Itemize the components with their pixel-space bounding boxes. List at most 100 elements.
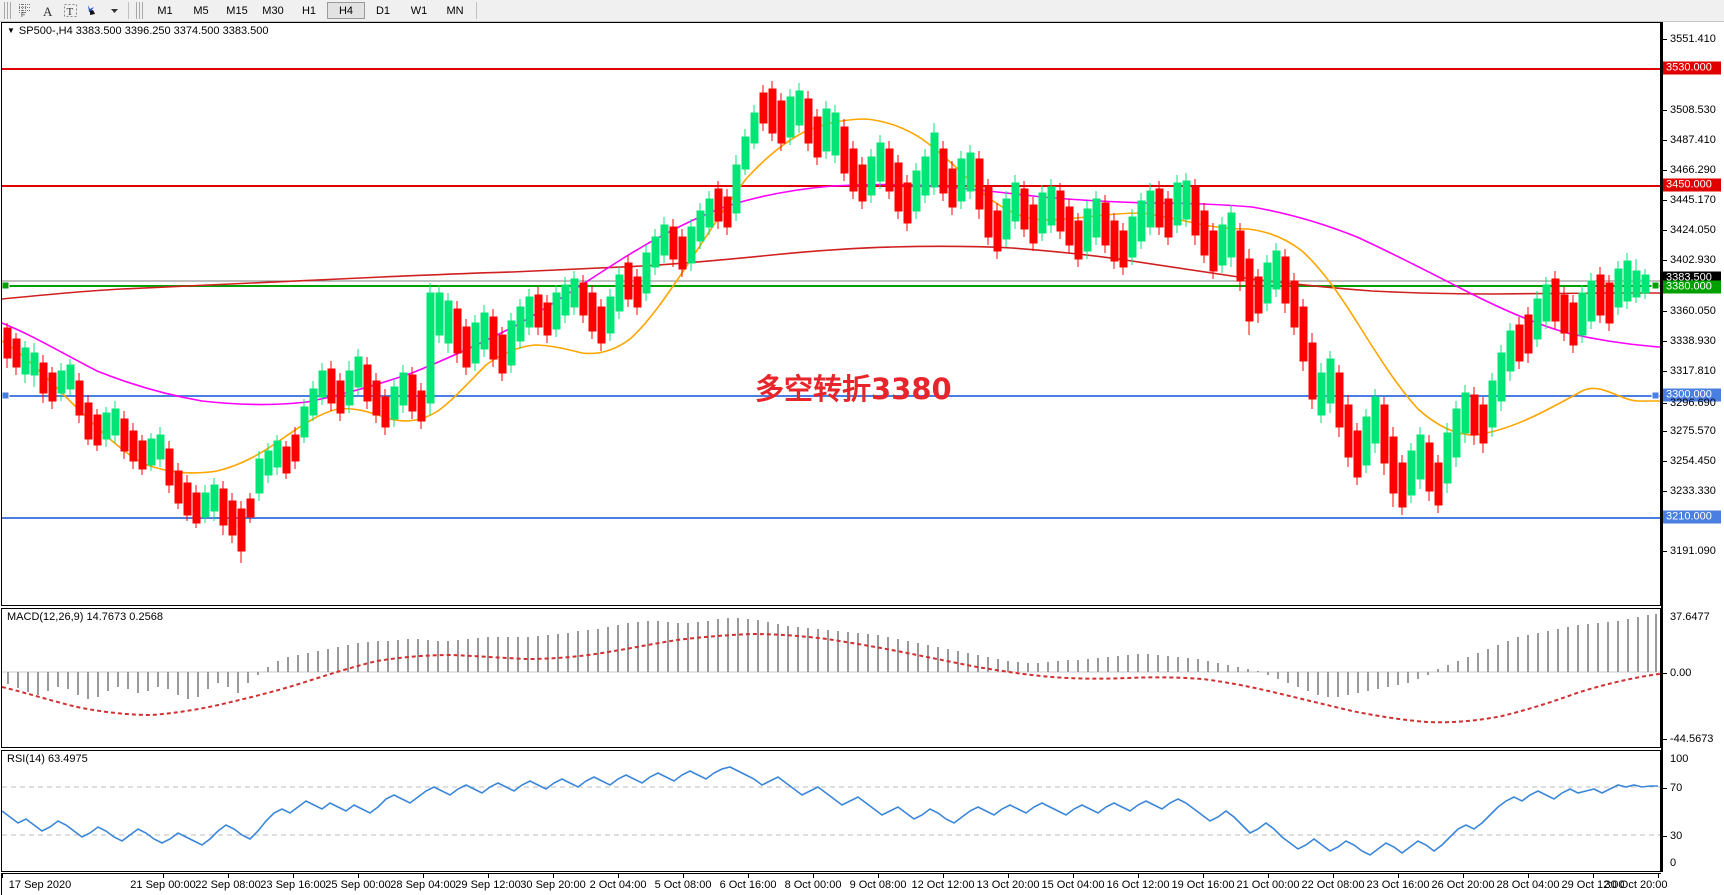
level-3300-anchor <box>1651 391 1660 400</box>
price-level-label-3380[interactable]: 3380.000 <box>1663 280 1721 294</box>
level-3300-anchor-left <box>2 391 10 400</box>
time-label-15: 15 Oct 04:00 <box>1041 879 1105 891</box>
price-tick-3551: 3551.410 <box>1670 33 1716 45</box>
toolbar-separator <box>128 2 129 19</box>
rsi-tick-100: 100 <box>1670 753 1689 765</box>
price-level-label-3450[interactable]: 3450.000 <box>1663 178 1721 192</box>
ma-red <box>2 245 1660 300</box>
time-label-23: 29 Oct 12:00 <box>1561 879 1625 891</box>
macd-chart-svg <box>2 614 1660 724</box>
price-level-label-3530[interactable]: 3530.000 <box>1663 61 1721 75</box>
toolbar-drag-handle[interactable] <box>4 2 11 19</box>
timeframe-m1[interactable]: M1 <box>157 4 173 17</box>
time-label-18: 21 Oct 00:00 <box>1236 879 1300 891</box>
time-label-3: 23 Sep 16:00 <box>260 879 326 891</box>
price-tick-3402: 3402.930 <box>1670 254 1716 266</box>
crosshair-f-icon[interactable]: F <box>15 1 37 20</box>
timeframe-h4[interactable]: H4 <box>327 2 365 19</box>
symbol-ohlc-text: SP500-,H4 3383.500 3396.250 3374.500 338… <box>18 25 269 37</box>
timeframe-d1[interactable]: D1 <box>375 4 391 17</box>
price-tick-3254: 3254.450 <box>1670 455 1716 467</box>
time-label-20: 23 Oct 16:00 <box>1366 879 1430 891</box>
macd-tick-max: 37.6477 <box>1670 611 1710 623</box>
rsi-chart-svg <box>2 766 1660 856</box>
time-axis[interactable]: 17 Sep 2020 21 Sep 00:00 22 Sep 08:00 23… <box>1 873 1668 895</box>
price-tick-3338: 3338.930 <box>1670 335 1716 347</box>
time-label-2: 22 Sep 08:00 <box>195 879 261 891</box>
time-label-6: 29 Sep 12:00 <box>455 879 521 891</box>
price-tick-3296: 3296.690 <box>1670 397 1716 409</box>
timeframe-m15[interactable]: M15 <box>226 4 248 17</box>
time-label-14: 13 Oct 20:00 <box>976 879 1040 891</box>
rsi-panel[interactable]: RSI(14) 63.4975 <box>1 750 1661 872</box>
svg-text:A: A <box>43 4 53 18</box>
rsi-tick-70: 70 <box>1670 782 1683 794</box>
level-3380-anchor <box>1651 281 1660 290</box>
chevron-down-icon[interactable] <box>103 1 125 20</box>
chart-frame: ▼ SP500-,H4 3383.500 3396.250 3374.500 33… <box>0 22 1724 895</box>
rsi-panel-label: RSI(14) 63.4975 <box>7 753 88 765</box>
rsi-tick-30: 30 <box>1670 830 1683 842</box>
timeframe-mn[interactable]: MN <box>446 4 464 17</box>
rsi-tick-0: 0 <box>1670 857 1677 869</box>
price-tick-3275: 3275.570 <box>1670 425 1716 437</box>
candlestick-series <box>3 81 1650 563</box>
timeframe-h1[interactable]: H1 <box>301 4 317 17</box>
price-tick-3487: 3487.410 <box>1670 134 1716 146</box>
price-tick-3317: 3317.810 <box>1670 365 1716 377</box>
toolbar-separator-right <box>476 2 477 19</box>
timeframe-w1[interactable]: W1 <box>410 4 428 17</box>
macd-panel-label: MACD(12,26,9) 14.7673 0.2568 <box>7 611 163 623</box>
time-label-10: 6 Oct 16:00 <box>719 879 777 891</box>
price-plot <box>2 23 1660 605</box>
price-scale[interactable]: 3551.410 3530.000 3508.530 3487.410 3466… <box>1663 22 1724 606</box>
time-label-16: 16 Oct 12:00 <box>1106 879 1170 891</box>
collapse-triangle-icon[interactable]: ▼ <box>7 26 15 35</box>
price-level-label-3210[interactable]: 3210.000 <box>1663 510 1721 524</box>
time-label-11: 8 Oct 00:00 <box>784 879 842 891</box>
macd-histogram <box>7 614 1657 699</box>
svg-text:F: F <box>21 12 25 18</box>
time-label-8: 2 Oct 04:00 <box>589 879 647 891</box>
time-label-17: 19 Oct 16:00 <box>1171 879 1235 891</box>
objects-icon[interactable] <box>81 1 103 20</box>
price-tick-3360: 3360.050 <box>1670 305 1716 317</box>
rsi-plot <box>2 751 1660 871</box>
time-label-19: 22 Oct 08:00 <box>1301 879 1365 891</box>
level-3380-anchor-left <box>2 281 10 290</box>
chart-annotation-text: 多空转折3380 <box>755 372 952 406</box>
price-panel[interactable]: ▼ SP500-,H4 3383.500 3396.250 3374.500 33… <box>1 22 1661 606</box>
ma-orange <box>2 118 1660 474</box>
price-chart-svg <box>2 68 1660 563</box>
time-label-12: 9 Oct 08:00 <box>849 879 907 891</box>
scale-divider <box>1661 22 1663 872</box>
price-tick-3233: 3233.330 <box>1670 485 1716 497</box>
macd-tick-min: -44.5673 <box>1670 733 1714 745</box>
macd-scale[interactable]: 37.6477 0.00 -44.5673 <box>1663 608 1724 748</box>
macd-tick-zero: 0.00 <box>1670 667 1692 679</box>
svg-text:T: T <box>66 6 73 18</box>
time-label-13: 12 Oct 12:00 <box>911 879 975 891</box>
time-label-24: 30 Oct 20:00 <box>1604 879 1668 891</box>
time-label-7: 30 Sep 20:00 <box>520 879 586 891</box>
time-label-0: 17 Sep 2020 <box>8 879 72 891</box>
price-tick-3508: 3508.530 <box>1670 104 1716 116</box>
time-label-4: 25 Sep 00:00 <box>325 879 391 891</box>
price-panel-label: ▼ SP500-,H4 3383.500 3396.250 3374.500 33… <box>7 25 268 37</box>
price-tick-3466: 3466.290 <box>1670 164 1716 176</box>
macd-panel[interactable]: MACD(12,26,9) 14.7673 0.2568 <box>1 608 1661 748</box>
price-level-label-3300[interactable]: 3300.000 <box>1663 388 1721 402</box>
macd-plot <box>2 609 1660 747</box>
timeframe-m30[interactable]: M30 <box>262 4 284 17</box>
time-label-9: 5 Oct 08:00 <box>654 879 712 891</box>
time-label-22: 28 Oct 04:00 <box>1496 879 1560 891</box>
rsi-scale[interactable]: 100 70 30 0 <box>1663 750 1724 872</box>
text-label-icon[interactable]: T <box>59 1 81 20</box>
rsi-line <box>2 766 1658 856</box>
timeframe-m5[interactable]: M5 <box>193 4 209 17</box>
text-a-icon[interactable]: A <box>37 1 59 20</box>
macd-signal-line <box>2 632 1660 724</box>
price-tick-3191: 3191.090 <box>1670 545 1716 557</box>
timeframe-drag-handle[interactable] <box>136 2 143 19</box>
